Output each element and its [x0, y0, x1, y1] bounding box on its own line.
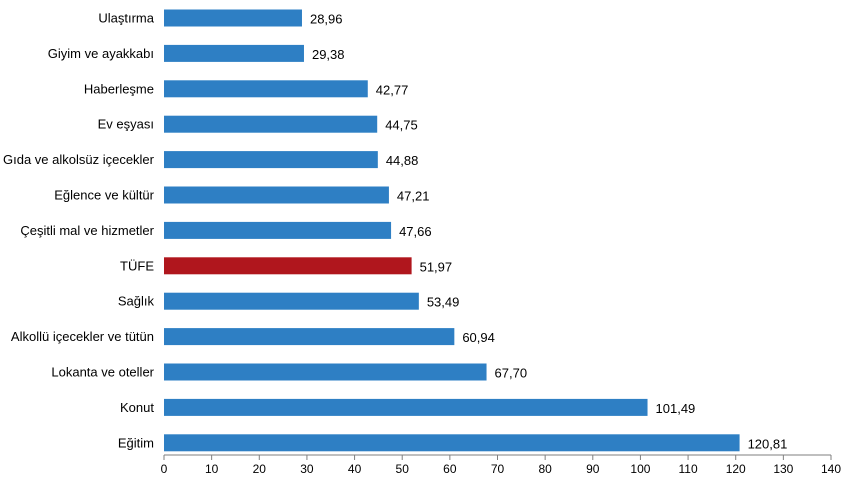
bar-tufe	[164, 257, 412, 275]
x-axis-ticks	[163, 455, 832, 460]
category-label: Eğitim	[118, 435, 154, 450]
x-tick-label: 60	[443, 462, 457, 476]
category-label: Haberleşme	[84, 81, 154, 96]
bar-konut	[164, 398, 648, 416]
x-tick-label: 100	[630, 462, 650, 476]
bar-cesitli-mal-ve-hizmetler	[164, 221, 392, 239]
bar-gida-ve-alkolsuz-icecekler	[164, 151, 378, 169]
x-tick-label: 50	[396, 462, 410, 476]
x-tick-label: 80	[538, 462, 552, 476]
category-label: Lokanta ve oteller	[51, 365, 154, 380]
x-axis-tick-labels: 0 10 20 30 40 50 60 70 80 90 100 110 120 130 140	[161, 462, 842, 476]
x-tick-label: 20	[253, 462, 267, 476]
x-tick-label: 140	[821, 462, 841, 476]
value-label: 47,66	[399, 224, 432, 239]
x-tick-label: 110	[679, 462, 698, 476]
category-label: TÜFE	[120, 258, 154, 273]
bar-saglik	[164, 292, 419, 310]
value-label: 44,75	[385, 118, 418, 133]
category-label: Giyim ve ayakkabı	[48, 46, 154, 61]
value-label: 53,49	[427, 295, 460, 310]
category-label: Çeşitli mal ve hizmetler	[20, 223, 154, 238]
x-tick-label: 30	[300, 462, 314, 476]
bar-ulastirma	[164, 9, 302, 27]
x-tick-label: 40	[348, 462, 362, 476]
value-label: 120,81	[748, 436, 788, 451]
bar-haberlesme	[164, 80, 368, 98]
value-label: 28,96	[310, 12, 343, 27]
x-tick-label: 70	[491, 462, 505, 476]
category-label: Konut	[120, 400, 154, 415]
bar-lokanta-ve-oteller	[164, 363, 487, 381]
value-label: 47,21	[397, 189, 430, 204]
bars	[164, 9, 740, 452]
x-tick-label: 130	[773, 462, 793, 476]
value-label: 101,49	[656, 401, 696, 416]
category-label: Ev eşyası	[98, 117, 154, 132]
category-label: Gıda ve alkolsüz içecekler	[3, 152, 155, 167]
category-labels: Ulaştırma Giyim ve ayakkabı Haberleşme Ev e…	[3, 11, 155, 451]
value-label: 67,70	[495, 366, 528, 381]
value-label: 42,77	[376, 82, 409, 97]
bar-ev-esyasi	[164, 115, 378, 133]
bar-eglence-ve-kultur	[164, 186, 389, 204]
category-label: Alkollü içecekler ve tütün	[11, 329, 154, 344]
bar-alkollu-icecekler-ve-tutun	[164, 328, 455, 346]
category-label: Sağlık	[118, 294, 155, 309]
x-tick-label: 120	[726, 462, 746, 476]
category-label: Eğlence ve kültür	[54, 188, 154, 203]
bar-egitim	[164, 434, 740, 452]
value-labels: 28,96 29,38 42,77 44,75 44,88 47,21 47,66 51,97…	[310, 12, 787, 452]
value-label: 29,38	[312, 47, 345, 62]
x-tick-label: 90	[586, 462, 600, 476]
value-label: 60,94	[462, 330, 495, 345]
x-tick-label: 10	[205, 462, 219, 476]
value-label: 51,97	[420, 259, 453, 274]
x-tick-label: 0	[161, 462, 168, 476]
value-label: 44,88	[386, 153, 419, 168]
bar-giyim-ve-ayakkabi	[164, 44, 304, 62]
category-label: Ulaştırma	[98, 11, 154, 26]
